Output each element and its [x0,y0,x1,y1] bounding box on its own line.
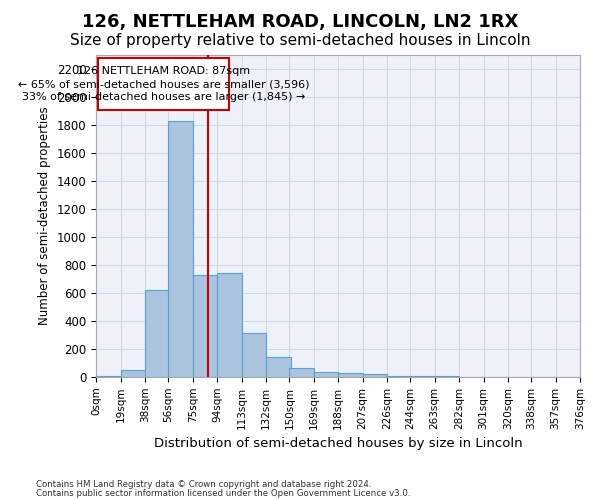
Bar [97,376,121,377]
Bar [193,274,217,377]
Bar [169,121,193,377]
Y-axis label: Number of semi-detached properties: Number of semi-detached properties [38,106,52,325]
Bar [121,370,145,377]
Bar [338,372,362,377]
Bar [387,376,412,377]
Bar [434,376,459,377]
Text: Contains HM Land Registry data © Crown copyright and database right 2024.: Contains HM Land Registry data © Crown c… [36,480,371,489]
Bar [217,274,242,377]
Text: 126, NETTLEHAM ROAD, LINCOLN, LN2 1RX: 126, NETTLEHAM ROAD, LINCOLN, LN2 1RX [82,12,518,30]
Bar [266,357,290,377]
Bar [242,334,266,377]
Bar [362,374,387,377]
Text: ← 65% of semi-detached houses are smaller (3,596): ← 65% of semi-detached houses are smalle… [17,79,309,89]
Text: 33% of semi-detached houses are larger (1,845) →: 33% of semi-detached houses are larger (… [22,92,305,102]
Bar [314,372,338,377]
Bar [410,376,434,377]
Text: Size of property relative to semi-detached houses in Lincoln: Size of property relative to semi-detach… [70,32,530,48]
Bar [289,368,314,377]
Bar [145,290,170,377]
Text: 126 NETTLEHAM ROAD: 87sqm: 126 NETTLEHAM ROAD: 87sqm [77,66,250,76]
Text: Contains public sector information licensed under the Open Government Licence v3: Contains public sector information licen… [36,488,410,498]
FancyBboxPatch shape [98,58,229,110]
X-axis label: Distribution of semi-detached houses by size in Lincoln: Distribution of semi-detached houses by … [154,437,523,450]
